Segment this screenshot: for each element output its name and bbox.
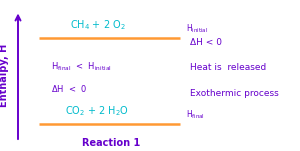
Text: Enthalpy, H: Enthalpy, H bbox=[0, 44, 10, 107]
Text: Exothermic process: Exothermic process bbox=[190, 89, 279, 98]
Text: Heat is  released: Heat is released bbox=[190, 63, 267, 72]
Text: H$_{\mathregular{final}}$  <  H$_{\mathregular{initial}}$: H$_{\mathregular{final}}$ < H$_{\mathreg… bbox=[51, 61, 112, 73]
Text: $\Delta$H  <  0: $\Delta$H < 0 bbox=[51, 83, 87, 94]
Text: Reaction 1: Reaction 1 bbox=[82, 138, 140, 148]
Text: CO$_2$ + 2 H$_2$O: CO$_2$ + 2 H$_2$O bbox=[65, 104, 130, 118]
Text: ΔH < 0: ΔH < 0 bbox=[190, 38, 223, 47]
Text: H$_{\mathregular{initial}}$: H$_{\mathregular{initial}}$ bbox=[186, 22, 208, 35]
Text: CH$_4$ + 2 O$_2$: CH$_4$ + 2 O$_2$ bbox=[70, 18, 125, 32]
Text: H$_{\mathregular{final}}$: H$_{\mathregular{final}}$ bbox=[186, 108, 205, 121]
